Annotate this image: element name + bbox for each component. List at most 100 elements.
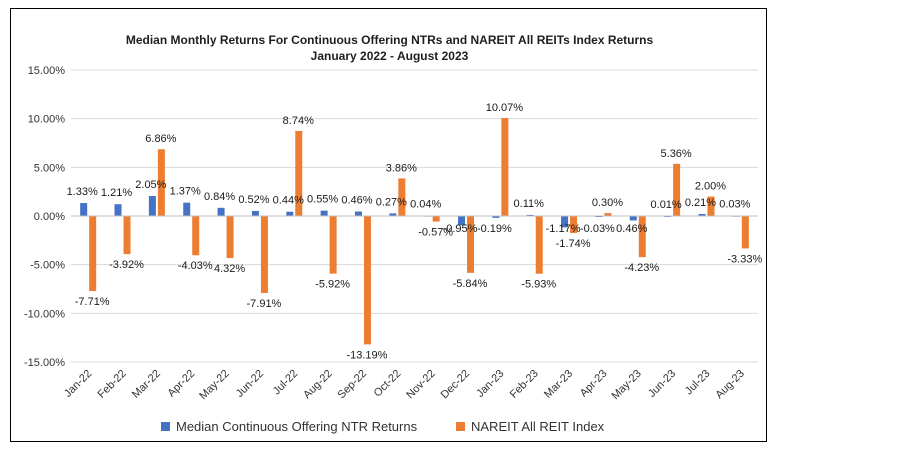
bar-ntr	[698, 213, 706, 216]
data-label-nareit: -1.74%	[556, 238, 591, 250]
bar-nareit	[638, 216, 646, 258]
data-label-nareit: -4.03%	[178, 260, 213, 272]
x-tick-label: Nov-22	[404, 368, 438, 402]
data-label-nareit: 0.30%	[592, 197, 623, 209]
data-label-ntr: 0.04%	[410, 199, 441, 211]
x-tick-label: Jan-23	[474, 368, 506, 400]
x-tick-label: Aug-23	[713, 368, 747, 402]
x-tick-label: Jan-22	[62, 368, 94, 400]
data-label-ntr: -0.03%	[580, 223, 615, 235]
data-label-nareit: -13.19%	[346, 349, 387, 361]
bar-chart: 15.00% 10.00% 5.00% 0.00% -5.00% -10.00% -15.0…	[24, 65, 762, 402]
bar-ntr	[80, 203, 88, 216]
bar-ntr	[217, 207, 225, 216]
x-tick-label: Apr-22	[166, 368, 198, 400]
legend-item-nareit: NAREIT All REIT Index	[456, 419, 604, 434]
data-label-nareit: 4.32%	[214, 263, 245, 275]
bar-nareit	[157, 149, 165, 216]
bar-nareit	[673, 163, 681, 216]
bar-nareit	[295, 130, 303, 216]
chart-title-block: Median Monthly Returns For Continuous Of…	[11, 32, 768, 64]
x-tick-label: May-22	[197, 368, 231, 402]
bar-nareit	[467, 216, 475, 273]
data-label-ntr: 0.84%	[204, 191, 235, 203]
y-tick-label: 5.00%	[34, 162, 65, 174]
x-tick-label: Sep-22	[336, 368, 370, 402]
data-label-ntr: 0.52%	[238, 194, 269, 206]
data-label-nareit: 6.86%	[145, 133, 176, 145]
bar-nareit	[570, 216, 578, 233]
data-label-ntr: 0.55%	[307, 194, 338, 206]
bar-nareit	[535, 216, 543, 274]
bar-ntr	[629, 216, 637, 221]
x-tick-label: Feb-22	[96, 368, 129, 401]
bar-nareit	[192, 216, 200, 256]
data-label-ntr: 0.01%	[651, 199, 682, 211]
x-tick-label: Feb-23	[508, 368, 541, 401]
bar-nareit	[604, 213, 612, 216]
y-tick-label: -10.00%	[24, 308, 65, 320]
bar-ntr	[286, 211, 294, 216]
chart-title: Median Monthly Returns For Continuous Of…	[125, 33, 654, 47]
data-label-nareit: -7.91%	[246, 298, 281, 310]
x-tick-label: Aug-22	[301, 368, 335, 402]
x-tick-label: May-23	[609, 368, 643, 402]
bar-ntr	[561, 216, 569, 228]
bar-nareit	[398, 178, 406, 216]
legend-item-ntr: Median Continuous Offering NTR Returns	[161, 419, 417, 434]
bar-ntr	[458, 216, 466, 226]
data-label-ntr: 0.27%	[376, 196, 407, 208]
bar-ntr	[526, 214, 534, 216]
legend-swatch-nareit	[456, 422, 465, 431]
y-tick-label: -5.00%	[30, 260, 65, 272]
legend-label-nareit: NAREIT All REIT Index	[471, 419, 605, 434]
data-label-nareit: -7.71%	[75, 296, 110, 308]
bar-nareit	[89, 216, 97, 292]
x-tick-label: Jul-22	[271, 368, 301, 398]
data-label-ntr: 0.11%	[514, 198, 545, 210]
x-tick-label: Jul-23	[683, 368, 713, 398]
data-label-ntr: 0.46%	[341, 195, 372, 207]
data-label-nareit: 10.07%	[486, 102, 524, 114]
x-tick-label: Dec-22	[439, 368, 473, 402]
data-label-nareit: -4.23%	[624, 262, 659, 274]
legend: Median Continuous Offering NTR Returns N…	[161, 419, 681, 437]
data-label-nareit: -3.33%	[727, 253, 762, 265]
bar-nareit	[432, 216, 440, 222]
y-tick-label: 15.00%	[28, 65, 66, 77]
data-label-nareit: -5.93%	[521, 279, 556, 291]
bar-nareit	[363, 216, 371, 345]
x-tick-label: Oct-22	[372, 368, 404, 400]
y-tick-label: -15.00%	[24, 357, 65, 369]
chart-subtitle: January 2022 - August 2023	[310, 49, 469, 63]
bar-ntr	[148, 196, 156, 216]
x-tick-label: Jun-22	[234, 368, 266, 400]
bar-ntr	[492, 216, 500, 218]
data-label-nareit: -5.92%	[315, 279, 350, 291]
x-tick-label: Mar-22	[130, 368, 163, 401]
bar-ntr	[320, 210, 328, 216]
data-label-nareit: 3.86%	[386, 162, 417, 174]
bar-ntr	[183, 202, 191, 216]
data-label-nareit: 2.00%	[695, 181, 726, 193]
data-label-ntr: 0.21%	[685, 197, 716, 209]
bar-nareit	[501, 117, 509, 216]
data-label-nareit: -3.92%	[109, 259, 144, 271]
bar-nareit	[226, 216, 234, 259]
bar-nareit	[741, 216, 749, 249]
data-label-ntr: 1.33%	[67, 186, 98, 198]
data-label-nareit: -5.84%	[453, 278, 488, 290]
data-label-ntr: -1.17%	[546, 223, 581, 235]
x-tick-label: Mar-23	[542, 368, 575, 401]
data-label-nareit: 8.74%	[283, 115, 314, 127]
data-label-ntr: 1.37%	[170, 186, 201, 198]
bar-nareit	[329, 216, 337, 274]
x-tick-label: Apr-23	[578, 368, 610, 400]
data-label-ntr: 1.21%	[101, 187, 132, 199]
data-label-nareit: 5.36%	[661, 148, 692, 160]
bar-ntr	[354, 211, 362, 216]
bar-ntr	[389, 213, 397, 216]
bar-ntr	[251, 210, 259, 216]
bar-ntr	[114, 204, 122, 216]
data-label-ntr: 0.03%	[719, 199, 750, 211]
